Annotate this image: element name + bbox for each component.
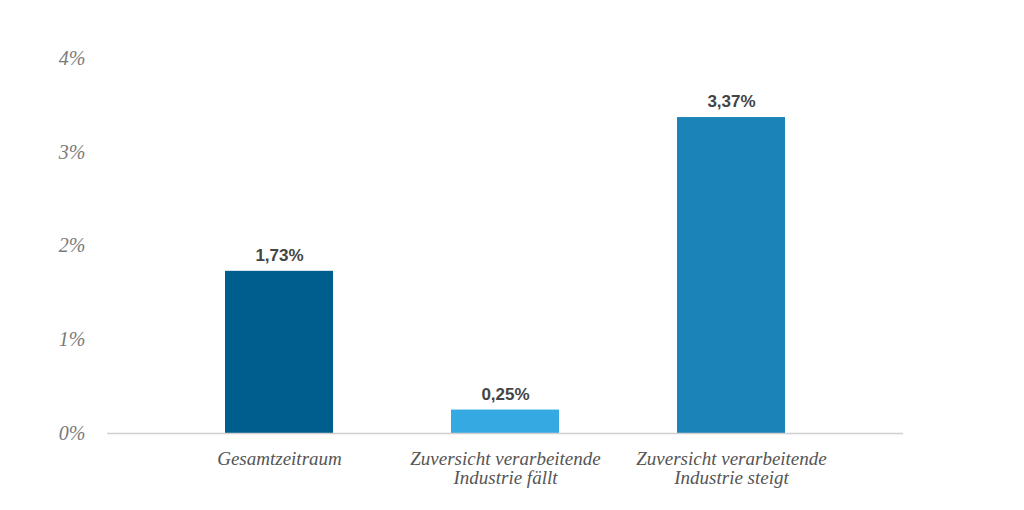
svg-text:4%: 4%: [59, 47, 86, 69]
svg-text:3,37%: 3,37%: [707, 92, 755, 111]
svg-text:3%: 3%: [58, 141, 86, 163]
svg-text:0,25%: 0,25%: [481, 385, 529, 404]
svg-text:1%: 1%: [59, 328, 86, 350]
svg-text:1,73%: 1,73%: [255, 246, 303, 265]
svg-text:Zuversicht verarbeitendeIndust: Zuversicht verarbeitendeIndustrie fällt: [410, 448, 600, 488]
svg-text:Zuversicht verarbeitendeIndust: Zuversicht verarbeitendeIndustrie steigt: [636, 448, 826, 488]
svg-text:Gesamtzeitraum: Gesamtzeitraum: [217, 448, 342, 469]
svg-text:2%: 2%: [59, 234, 86, 256]
svg-text:0%: 0%: [59, 422, 86, 444]
